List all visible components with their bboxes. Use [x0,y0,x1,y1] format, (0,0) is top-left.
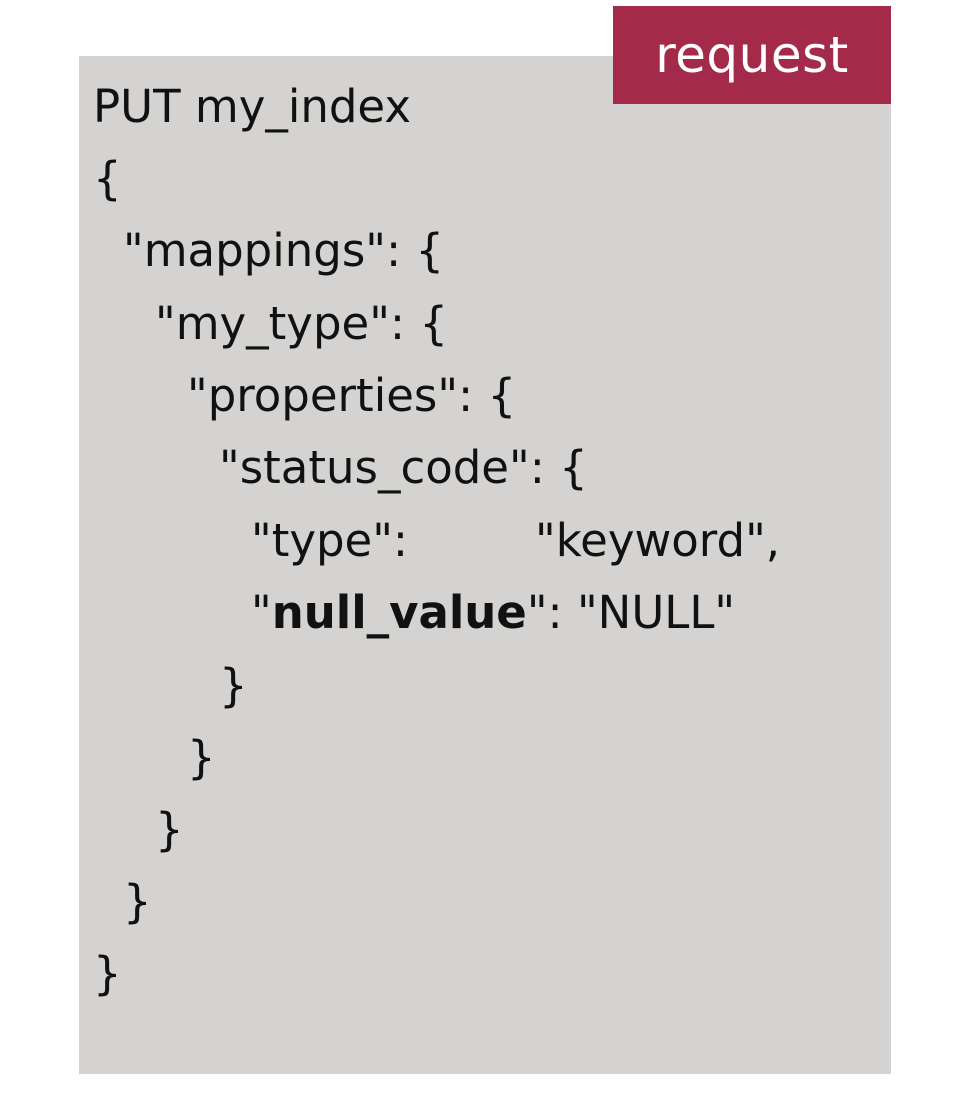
request-badge: request [613,6,891,104]
code-line-close-properties: } [187,731,216,784]
code-line-properties: "properties": { [187,369,517,422]
code-line-close-status-code: } [219,659,248,712]
code-line-status-code: "status_code": { [219,441,588,494]
code-line-mappings: "mappings": { [123,224,445,277]
null-value-rest: ": "NULL" [526,586,736,639]
code-line-type-value: "keyword", [535,514,781,567]
code-line-close-root: } [93,947,122,1000]
code-line-close-my-type: } [155,803,184,856]
code-panel [79,56,891,1074]
null-value-quote: " [251,586,272,639]
code-line-close-mappings: } [123,875,152,928]
code-line-type-key: "type": [251,514,409,567]
null-value-key: null_value [271,586,527,639]
code-line-request: PUT my_index [93,80,411,133]
code-line-null-value: "null_value": "NULL" [251,577,735,649]
code-line-open-root: { [93,152,122,205]
code-line-my-type: "my_type": { [155,297,448,350]
